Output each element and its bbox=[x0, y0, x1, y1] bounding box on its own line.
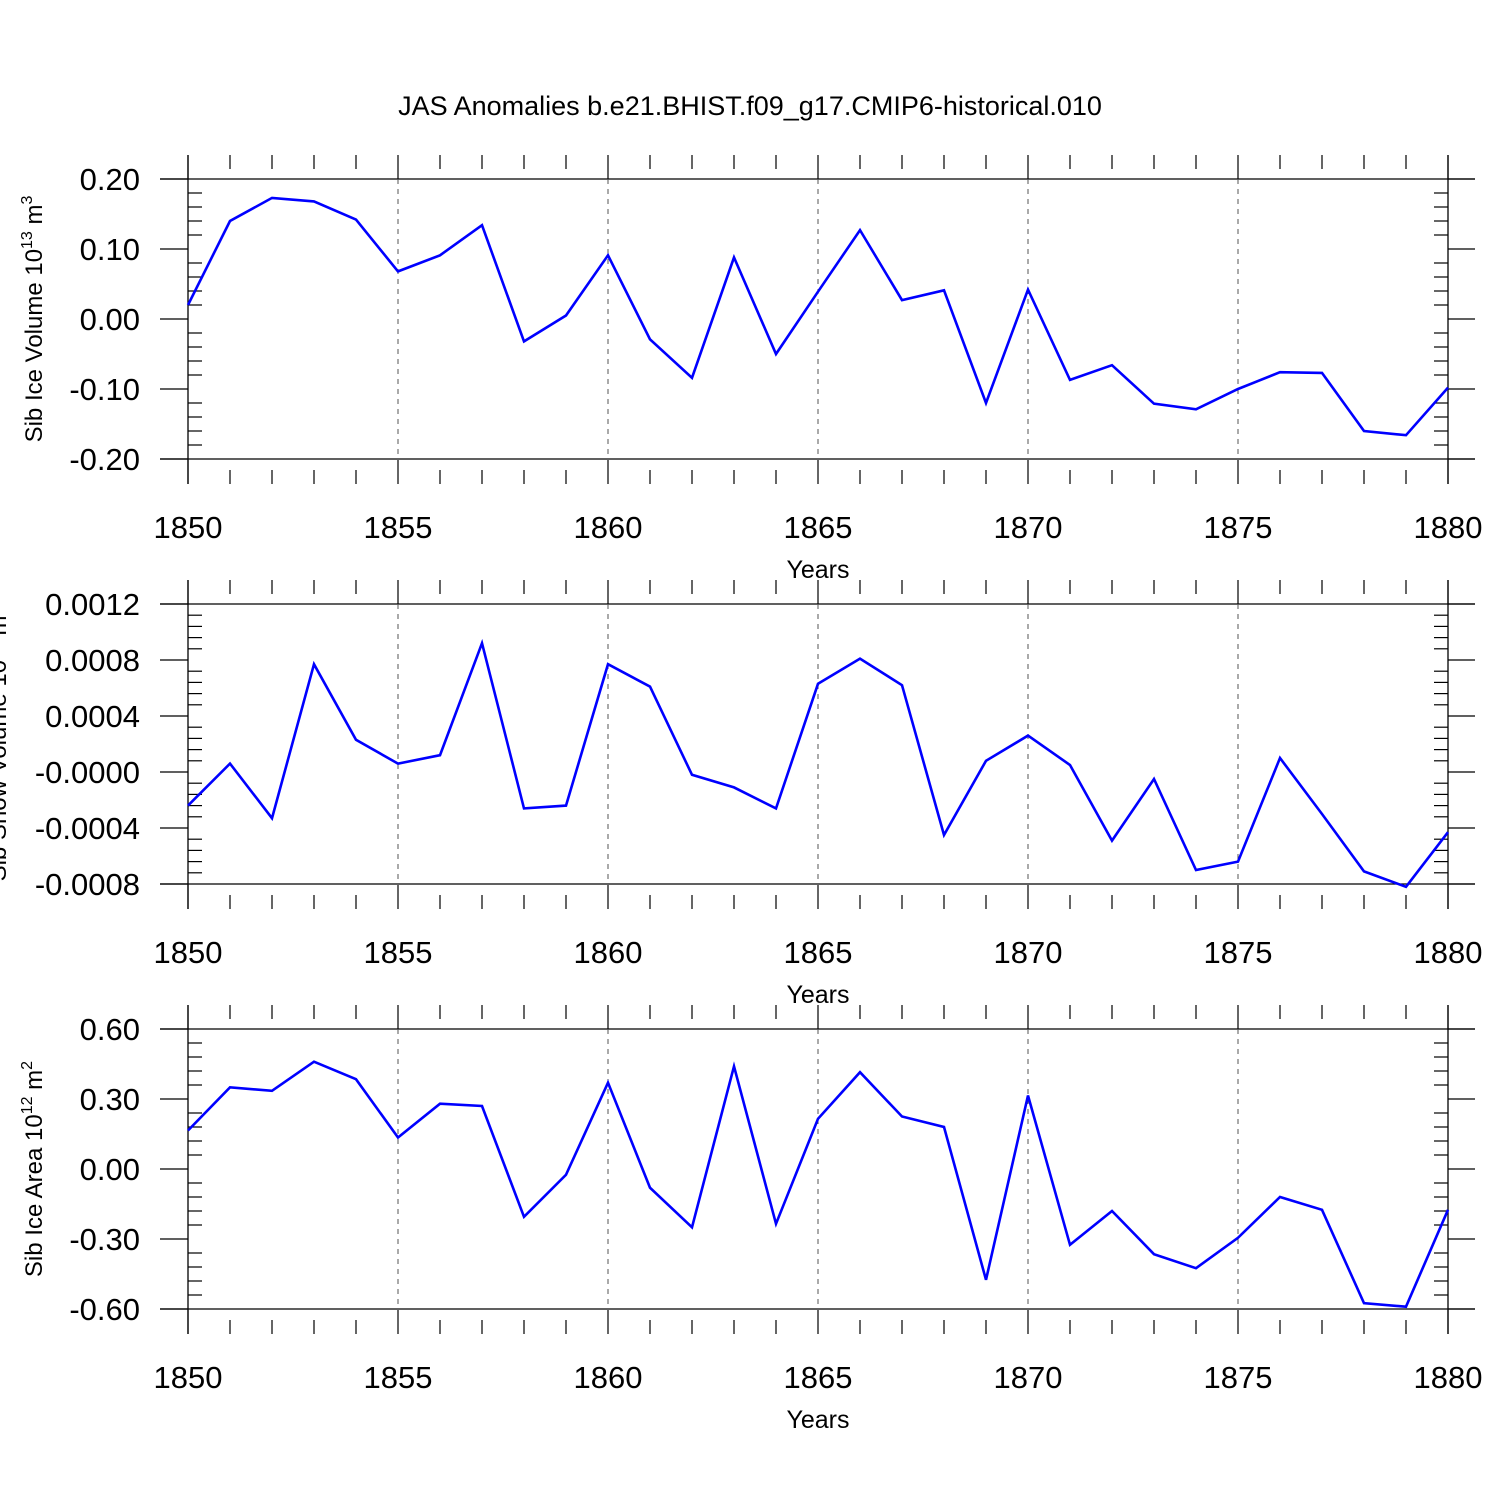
x-axis-label: Years bbox=[786, 1406, 849, 1434]
y-tick-label: 0.30 bbox=[80, 1082, 140, 1117]
chart-title: JAS Anomalies b.e21.BHIST.f09_g17.CMIP6-… bbox=[398, 91, 1102, 121]
y-tick-label: 0.10 bbox=[80, 232, 140, 267]
y-tick-label: -0.10 bbox=[69, 372, 140, 407]
y-tick-label: 0.60 bbox=[80, 1012, 140, 1047]
x-axis-label: Years bbox=[786, 556, 849, 584]
x-tick-label: 1880 bbox=[1414, 935, 1483, 970]
x-tick-label: 1875 bbox=[1204, 510, 1273, 545]
x-tick-label: 1865 bbox=[784, 510, 853, 545]
x-tick-label: 1880 bbox=[1414, 1360, 1483, 1395]
x-tick-label: 1850 bbox=[154, 935, 223, 970]
x-axis-label: Years bbox=[786, 981, 849, 1009]
y-tick-label: -0.0000 bbox=[35, 755, 140, 790]
chart-panel-1: -0.20 -0.10 0.00 0.10 0.20 1850 1855 1860 1865 18… bbox=[19, 155, 1482, 584]
x-tick-label: 1865 bbox=[784, 935, 853, 970]
y-tick-label: 0.0012 bbox=[45, 587, 140, 622]
x-tick-label: 1875 bbox=[1204, 935, 1273, 970]
x-tick-label: 1870 bbox=[994, 935, 1063, 970]
y-tick-label: 0.0008 bbox=[45, 643, 140, 678]
x-tick-label: 1865 bbox=[784, 1360, 853, 1395]
x-tick-label: 1850 bbox=[154, 1360, 223, 1395]
y-axis-label: Sib Snow Volume 1013 m3 bbox=[0, 606, 12, 881]
chart-panels: -0.20 -0.10 0.00 0.10 0.20 1850 1855 1860 1865 18… bbox=[0, 155, 1482, 1434]
chart-panel-2: -0.0008 -0.0004 -0.0000 0.0004 0.0008 0.0012 1… bbox=[0, 580, 1482, 1009]
x-tick-label: 1860 bbox=[574, 510, 643, 545]
x-tick-label: 1875 bbox=[1204, 1360, 1273, 1395]
y-axis-label: Sib Ice Volume 1013 m3 bbox=[19, 195, 48, 442]
chart-panel-3: -0.60 -0.30 0.00 0.30 0.60 1850 1855 1860 1865 18… bbox=[19, 1005, 1482, 1434]
x-tick-label: 1860 bbox=[574, 1360, 643, 1395]
y-tick-label: -0.20 bbox=[69, 442, 140, 477]
y-tick-label: -0.60 bbox=[69, 1292, 140, 1327]
y-tick-label: 0.00 bbox=[80, 1152, 140, 1187]
y-tick-label: -0.0004 bbox=[35, 811, 140, 846]
y-tick-label: -0.30 bbox=[69, 1222, 140, 1257]
x-tick-label: 1870 bbox=[994, 1360, 1063, 1395]
y-axis-label: Sib Ice Area 1012 m2 bbox=[19, 1061, 48, 1277]
x-tick-label: 1880 bbox=[1414, 510, 1483, 545]
y-tick-label: 0.00 bbox=[80, 302, 140, 337]
x-tick-label: 1860 bbox=[574, 935, 643, 970]
y-tick-label: 0.20 bbox=[80, 162, 140, 197]
x-tick-label: 1855 bbox=[364, 510, 433, 545]
x-tick-label: 1855 bbox=[364, 1360, 433, 1395]
y-tick-label: -0.0008 bbox=[35, 867, 140, 902]
x-tick-label: 1870 bbox=[994, 510, 1063, 545]
x-tick-label: 1855 bbox=[364, 935, 433, 970]
y-tick-label: 0.0004 bbox=[45, 699, 140, 734]
x-tick-label: 1850 bbox=[154, 510, 223, 545]
